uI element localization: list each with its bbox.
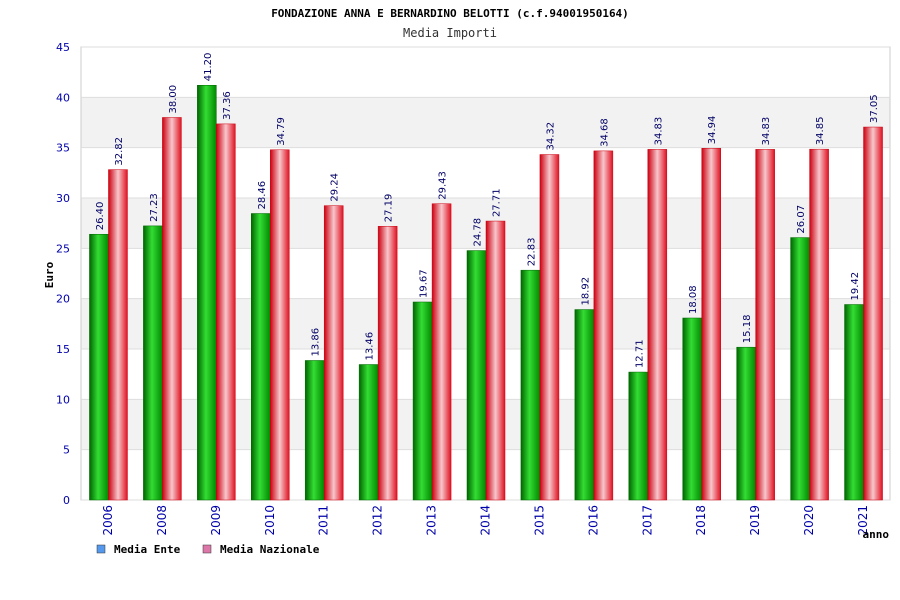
- legend-label-media-nazionale: Media Nazionale: [220, 543, 320, 556]
- data-label-media-nazionale-2008: 38.00: [168, 85, 179, 114]
- x-tick-label: 2012: [371, 505, 385, 536]
- bar-media-nazionale-2021: [863, 126, 883, 501]
- bars: [89, 85, 883, 501]
- x-tick-label: 2020: [802, 505, 816, 536]
- bar-media-nazionale-2017: [647, 149, 668, 501]
- x-tick-label: 2013: [425, 505, 439, 536]
- data-label-media-nazionale-2012: 27.19: [384, 194, 395, 223]
- bar-media-nazionale-2018: [701, 148, 721, 501]
- x-tick-label: 2011: [317, 505, 331, 536]
- bar-media-nazionale-2008: [162, 117, 182, 501]
- data-label-media-nazionale-2016: 34.68: [599, 118, 610, 147]
- x-tick-label: 2021: [856, 505, 870, 536]
- data-label-media-ente-2017: 12.71: [634, 339, 645, 368]
- bar-media-nazionale-2013: [431, 203, 452, 501]
- bar-media-ente-2015: [520, 269, 541, 501]
- data-label-media-nazionale-2019: 34.83: [761, 117, 772, 146]
- y-tick-label: 40: [56, 91, 70, 104]
- bar-media-nazionale-2014: [485, 220, 506, 501]
- x-tick-label: 2015: [532, 505, 546, 536]
- bar-media-ente-2016: [574, 309, 595, 501]
- bar-media-ente-2012: [358, 364, 379, 501]
- bar-media-ente-2008: [143, 225, 163, 501]
- bar-media-ente-2018: [682, 317, 702, 501]
- y-tick-label: 15: [56, 343, 70, 356]
- bar-media-nazionale-2010: [270, 149, 290, 501]
- x-tick-label: 2006: [101, 505, 115, 536]
- legend-label-media-ente: Media Ente: [114, 543, 181, 556]
- data-label-media-nazionale-2021: 37.05: [869, 94, 880, 123]
- bar-value-labels: 26.40 32.82 27.23 38.00 41.20 37.36 28.46 34.79…: [95, 53, 880, 368]
- y-tick-label: 10: [56, 393, 70, 406]
- x-tick-label: 2014: [479, 505, 493, 536]
- bar-media-ente-2011: [304, 360, 325, 501]
- y-axis-ticks: 0 5 10 15 20 25 30 35 40 45: [56, 41, 70, 507]
- y-tick-label: 30: [56, 192, 70, 205]
- bar-media-ente-2019: [736, 346, 756, 501]
- x-tick-label: 2010: [263, 505, 277, 536]
- x-tick-label: 2018: [694, 505, 708, 536]
- bar-media-nazionale-2015: [539, 154, 560, 501]
- bar-media-nazionale-2006: [108, 169, 128, 501]
- data-label-media-ente-2006: 26.40: [95, 202, 106, 231]
- data-label-media-ente-2013: 19.67: [419, 269, 430, 298]
- bar-media-ente-2006: [89, 233, 109, 501]
- bar-media-nazionale-2019: [755, 149, 775, 501]
- x-tick-label: 2019: [748, 505, 762, 536]
- data-label-media-nazionale-2010: 34.79: [276, 117, 287, 146]
- data-label-media-ente-2015: 22.83: [526, 238, 537, 267]
- data-label-media-ente-2010: 28.46: [257, 181, 268, 210]
- legend-swatch-media-ente: [96, 544, 106, 554]
- data-label-media-nazionale-2017: 34.83: [653, 117, 664, 146]
- x-tick-label: 2009: [209, 505, 223, 536]
- bar-media-ente-2020: [790, 237, 810, 501]
- data-label-media-ente-2008: 27.23: [149, 193, 160, 222]
- data-label-media-ente-2016: 18.92: [580, 277, 591, 306]
- chart-subtitle: Media Importi: [403, 26, 497, 40]
- x-axis-label: anno: [863, 528, 890, 541]
- bar-media-nazionale-2020: [809, 148, 829, 501]
- y-tick-label: 25: [56, 242, 70, 255]
- data-label-media-nazionale-2014: 27.71: [492, 188, 503, 217]
- bar-media-ente-2017: [628, 371, 649, 501]
- y-tick-label: 45: [56, 41, 70, 54]
- data-label-media-nazionale-2006: 32.82: [114, 137, 125, 166]
- y-tick-label: 20: [56, 293, 70, 306]
- data-label-media-ente-2018: 18.08: [688, 285, 699, 314]
- x-tick-label: 2008: [155, 505, 169, 536]
- legend-swatch-media-nazionale: [202, 544, 212, 554]
- legend: Media Ente Media Nazionale: [96, 543, 320, 556]
- data-label-media-ente-2011: 13.86: [311, 328, 322, 357]
- data-label-media-nazionale-2011: 29.24: [330, 173, 341, 202]
- bar-media-ente-2010: [251, 213, 271, 501]
- x-tick-label: 2016: [586, 505, 600, 536]
- y-tick-label: 5: [63, 444, 70, 457]
- x-tick-label: 2017: [640, 505, 654, 536]
- bar-media-ente-2013: [412, 301, 433, 501]
- data-label-media-nazionale-2018: 34.94: [707, 116, 718, 145]
- data-label-media-ente-2021: 19.42: [850, 272, 861, 301]
- data-label-media-nazionale-2020: 34.85: [815, 117, 826, 146]
- data-label-media-ente-2019: 15.18: [742, 315, 753, 344]
- data-label-media-ente-2009: 41.20: [203, 53, 214, 82]
- bar-media-ente-2014: [466, 250, 487, 501]
- chart-title: FONDAZIONE ANNA E BERNARDINO BELOTTI (c.…: [271, 7, 629, 20]
- data-label-media-nazionale-2009: 37.36: [222, 91, 233, 120]
- data-label-media-nazionale-2015: 34.32: [545, 122, 556, 151]
- data-label-media-ente-2012: 13.46: [365, 332, 376, 361]
- bar-media-nazionale-2011: [323, 205, 344, 501]
- data-label-media-nazionale-2013: 29.43: [438, 171, 449, 200]
- bar-media-ente-2009: [197, 85, 217, 501]
- x-axis-ticks: 2006 2008 2009 2010 2011 2012 2013 2014 2015 2016…: [101, 505, 870, 536]
- y-tick-label: 35: [56, 142, 70, 155]
- y-tick-label: 0: [63, 494, 70, 507]
- data-label-media-ente-2014: 24.78: [473, 218, 484, 247]
- bar-media-nazionale-2012: [377, 226, 398, 501]
- bar-media-nazionale-2009: [216, 123, 236, 501]
- y-axis-label: Euro: [43, 261, 56, 288]
- bar-media-nazionale-2016: [593, 150, 614, 501]
- bar-media-ente-2021: [844, 304, 864, 501]
- data-label-media-ente-2020: 26.07: [796, 205, 807, 234]
